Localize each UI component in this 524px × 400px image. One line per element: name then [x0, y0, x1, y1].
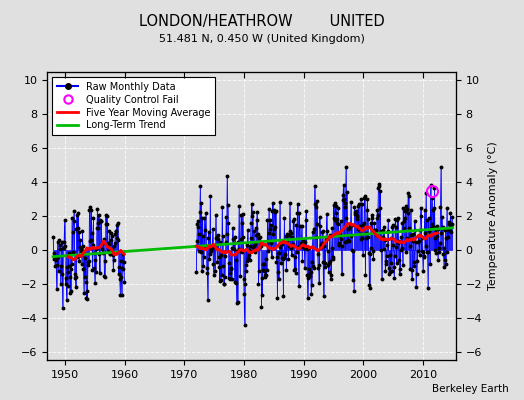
Text: Berkeley Earth: Berkeley Earth	[432, 384, 508, 394]
Y-axis label: Temperature Anomaly (°C): Temperature Anomaly (°C)	[488, 142, 498, 290]
Legend: Raw Monthly Data, Quality Control Fail, Five Year Moving Average, Long-Term Tren: Raw Monthly Data, Quality Control Fail, …	[52, 77, 215, 135]
Text: LONDON/HEATHROW        UNITED: LONDON/HEATHROW UNITED	[139, 14, 385, 29]
Text: 51.481 N, 0.450 W (United Kingdom): 51.481 N, 0.450 W (United Kingdom)	[159, 34, 365, 44]
